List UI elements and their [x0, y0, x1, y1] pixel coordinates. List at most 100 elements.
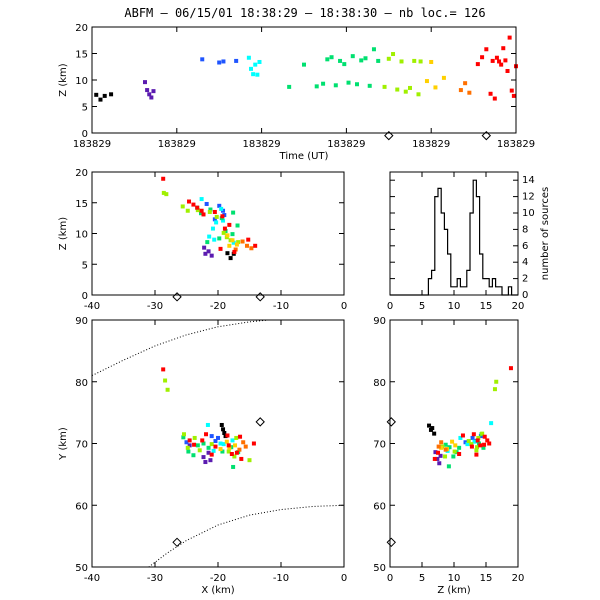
source-point — [237, 447, 242, 452]
source-point — [321, 81, 326, 86]
source-point — [436, 444, 441, 449]
x-axis-label: X (km) — [201, 585, 234, 596]
source-point — [208, 207, 213, 212]
source-point — [109, 92, 114, 97]
source-point — [314, 84, 319, 89]
source-point — [480, 431, 485, 436]
source-point — [508, 366, 513, 371]
x-tick-label: 183829 — [243, 139, 281, 150]
source-point — [433, 85, 438, 90]
source-point — [238, 434, 243, 439]
source-point — [338, 58, 343, 63]
source-point — [418, 59, 423, 64]
y-tick-label: 20 — [75, 23, 88, 34]
source-point — [207, 234, 212, 239]
y-tick-label: 10 — [75, 76, 88, 87]
source-point — [197, 448, 202, 453]
x-axis-label: Z (km) — [437, 585, 470, 596]
source-point — [191, 202, 196, 207]
source-point — [403, 89, 408, 94]
source-point — [371, 47, 376, 52]
source-point — [412, 58, 417, 63]
source-point — [209, 452, 214, 457]
source-point — [199, 197, 204, 202]
source-point — [469, 442, 474, 447]
source-point — [478, 443, 483, 448]
source-point — [342, 62, 347, 67]
source-point — [447, 445, 452, 450]
source-point — [435, 456, 440, 461]
source-point — [200, 57, 205, 62]
source-point — [363, 56, 368, 61]
source-point — [241, 440, 246, 445]
source-point — [221, 442, 226, 447]
source-point — [439, 440, 444, 445]
source-point — [287, 84, 292, 89]
source-point — [463, 81, 468, 86]
source-point — [143, 80, 147, 85]
source-point — [429, 59, 434, 64]
source-point — [492, 96, 497, 101]
source-point — [251, 72, 256, 77]
source-point — [416, 92, 421, 97]
source-point — [234, 58, 239, 63]
source-point — [221, 59, 226, 64]
source-point — [224, 439, 229, 444]
x-tick-label: 183829 — [412, 139, 450, 150]
source-point — [187, 438, 192, 443]
y-tick-label: 8 — [522, 224, 528, 235]
source-point — [438, 453, 443, 458]
source-point — [230, 232, 235, 237]
x-tick-label: 5 — [419, 573, 425, 584]
source-point — [475, 62, 480, 67]
source-point — [209, 434, 214, 439]
source-point — [367, 83, 372, 88]
y-tick-label: 70 — [75, 440, 88, 451]
source-point — [207, 209, 212, 214]
x-tick-label: 5 — [419, 301, 425, 312]
source-point — [503, 58, 508, 63]
source-point — [482, 442, 487, 447]
source-point — [436, 450, 440, 455]
source-point — [432, 456, 437, 461]
x-tick-label: 10 — [448, 573, 461, 584]
source-point — [218, 441, 223, 446]
source-point — [243, 444, 248, 449]
y-tick-label: 80 — [373, 378, 386, 389]
source-point — [432, 431, 437, 436]
source-point — [230, 238, 235, 243]
source-point — [489, 421, 494, 426]
source-point — [246, 237, 251, 242]
source-point — [231, 464, 236, 469]
source-point — [192, 435, 197, 440]
source-point — [187, 443, 192, 448]
y-tick-label: 0 — [522, 290, 528, 301]
y-tick-label: 50 — [75, 563, 88, 574]
y-tick-label: 50 — [373, 563, 386, 574]
source-point — [214, 214, 219, 219]
source-point — [507, 35, 512, 40]
source-point — [206, 450, 211, 455]
source-point — [149, 95, 154, 100]
source-point — [227, 243, 232, 248]
y-tick-label: 2 — [522, 274, 528, 285]
source-point — [443, 442, 448, 447]
station-diamond-marker — [255, 417, 265, 427]
source-point — [470, 435, 475, 440]
source-point — [249, 246, 254, 251]
source-point — [217, 236, 222, 241]
source-point — [94, 92, 99, 97]
x-tick-label: 10 — [448, 301, 461, 312]
source-point — [220, 449, 225, 454]
x-tick-label: -40 — [84, 301, 100, 312]
y-tick-label: 90 — [75, 316, 88, 327]
source-point — [350, 54, 355, 59]
source-point — [346, 80, 351, 85]
source-point — [467, 90, 472, 95]
source-point — [450, 439, 455, 444]
x-tick-label: 15 — [480, 301, 493, 312]
source-point — [226, 449, 231, 454]
source-point — [234, 450, 239, 455]
